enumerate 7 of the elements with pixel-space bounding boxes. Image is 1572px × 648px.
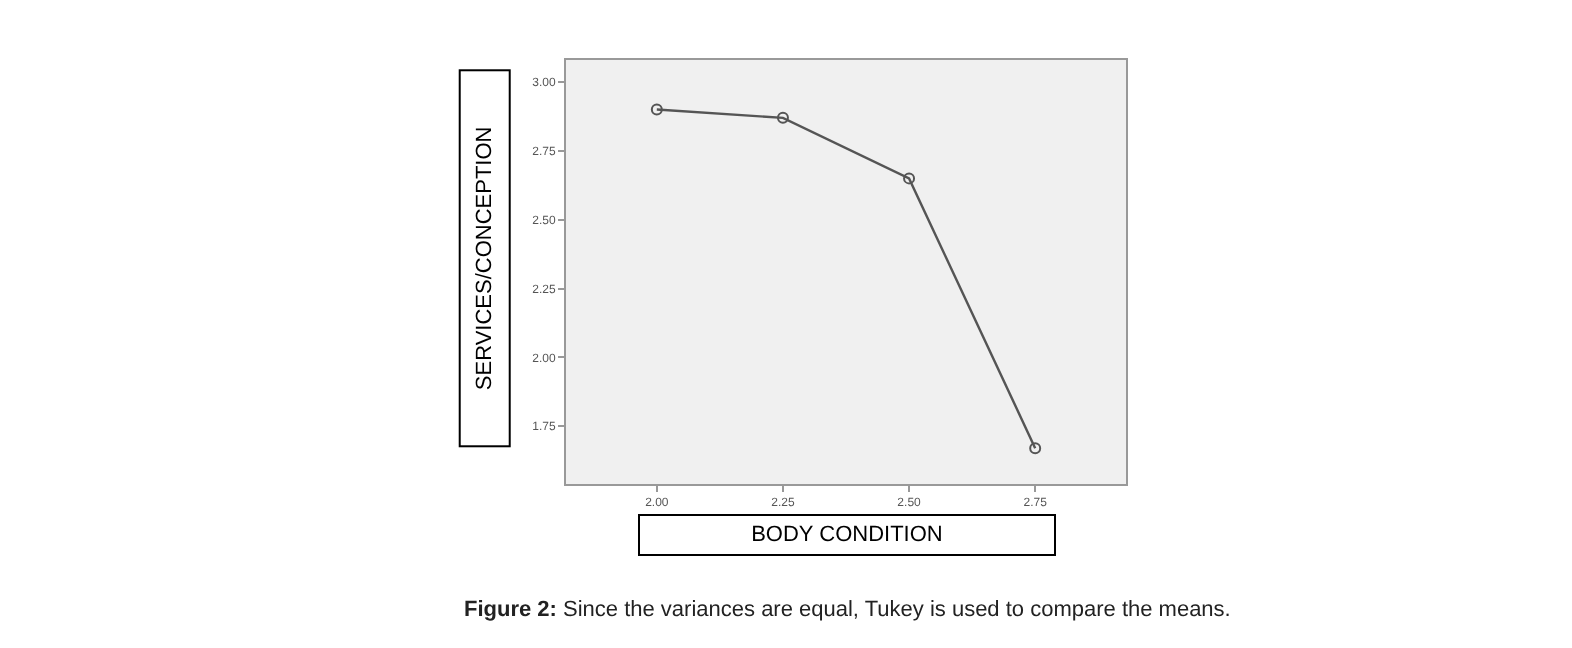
point xyxy=(650,103,663,116)
point xyxy=(1029,442,1042,455)
caption: Figure 2: Since the variances are equal, Tukey is used to compare the means. xyxy=(464,598,1231,622)
point xyxy=(903,172,916,185)
point xyxy=(776,111,789,124)
y-axis-title: SERVICES/CONCEPTION xyxy=(472,126,497,391)
x-axis-title: BODY CONDITION xyxy=(751,523,943,547)
